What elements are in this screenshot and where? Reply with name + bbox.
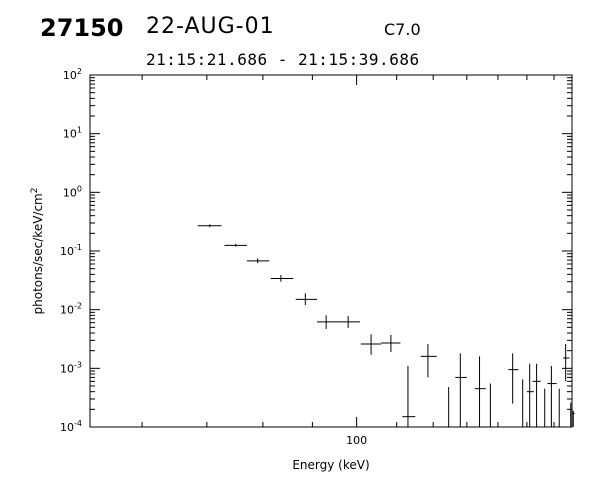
data-points: [197, 224, 575, 427]
data-point: [532, 363, 541, 427]
data-point: [455, 353, 467, 427]
y-tick-label-exp: -1: [74, 243, 82, 252]
data-point: [317, 315, 339, 329]
data-point: [246, 258, 270, 264]
y-tick-label-exp: -2: [74, 302, 82, 311]
data-point: [547, 365, 557, 427]
y-tick-label: 101: [63, 126, 82, 141]
data-point: [295, 293, 318, 306]
time-range: 21:15:21.686 - 21:15:39.686: [146, 50, 420, 69]
x-tick-labels: 100: [346, 434, 367, 447]
y-tick-label-base: 10: [63, 69, 77, 82]
data-point: [526, 363, 534, 427]
y-tick-label-base: 10: [63, 128, 77, 141]
data-point: [563, 343, 570, 382]
event-date: 22-AUG-01: [146, 14, 275, 39]
y-axis-title: photons/sec/keV/cm2: [30, 188, 45, 315]
y-tick-label-base: 10: [60, 362, 74, 375]
data-point: [402, 365, 416, 427]
y-axis-title-main: photons/sec/keV/cm: [31, 193, 45, 314]
data-point: [338, 315, 360, 328]
data-point: [197, 224, 222, 228]
x-axis-title: Energy (keV): [292, 458, 369, 472]
axis-ticks: [90, 74, 572, 428]
y-tick-label-exp: -3: [74, 360, 82, 369]
y-tick-label-base: 10: [63, 186, 77, 199]
plot-frame: [89, 74, 573, 428]
y-tick-label: 10-1: [60, 243, 82, 258]
data-point: [270, 274, 294, 282]
flare-class: C7.0: [384, 20, 421, 39]
data-point: [474, 356, 486, 427]
data-point: [360, 334, 382, 355]
data-point: [381, 334, 401, 352]
y-tick-label-exp: 0: [77, 184, 82, 193]
y-tick-label-exp: 2: [77, 67, 82, 76]
data-point: [420, 343, 437, 378]
y-tick-label-exp: 1: [77, 126, 82, 135]
y-tick-label: 100: [63, 184, 82, 199]
data-point: [508, 353, 519, 404]
y-tick-label-exp: -4: [74, 419, 82, 428]
event-id: 27150: [40, 14, 124, 42]
y-tick-label-base: 10: [60, 421, 74, 434]
y-tick-label: 10-2: [60, 302, 82, 317]
y-tick-label-base: 10: [60, 304, 74, 317]
data-point: [571, 410, 575, 427]
y-tick-label: 102: [63, 67, 82, 82]
x-tick-label: 100: [346, 434, 367, 447]
y-tick-label: 10-3: [60, 360, 82, 375]
y-tick-label: 10-4: [60, 419, 82, 434]
y-axis-title-sup: 2: [30, 188, 40, 194]
data-point: [224, 243, 247, 247]
y-tick-label-base: 10: [60, 245, 74, 258]
